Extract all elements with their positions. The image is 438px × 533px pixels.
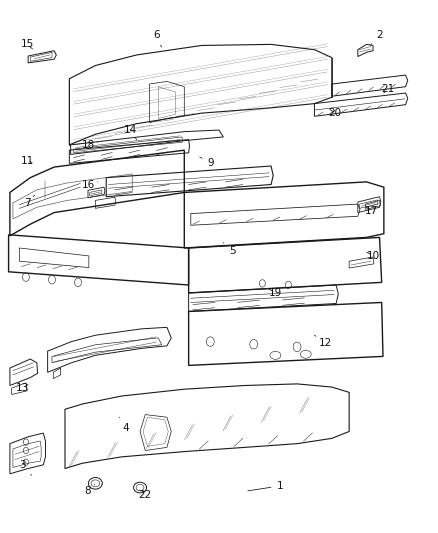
Text: 7: 7 [24,195,35,208]
Text: 21: 21 [381,84,395,94]
Text: 8: 8 [85,484,95,496]
Text: 14: 14 [124,125,137,140]
Text: 4: 4 [119,417,129,433]
Text: 6: 6 [153,30,162,47]
Text: 12: 12 [314,335,332,348]
Text: 5: 5 [223,243,235,256]
Text: 17: 17 [365,206,378,216]
Text: 11: 11 [21,156,34,166]
Text: 20: 20 [328,108,342,118]
Text: 9: 9 [200,157,214,168]
Text: 16: 16 [81,180,98,190]
Text: 1: 1 [248,481,283,491]
Text: 19: 19 [269,288,282,298]
Text: 15: 15 [21,39,34,50]
Text: 18: 18 [81,140,98,150]
Text: 3: 3 [20,460,32,475]
Text: 10: 10 [367,251,380,261]
Text: 22: 22 [138,490,152,500]
Text: 2: 2 [371,30,383,45]
Text: 13: 13 [16,383,29,393]
